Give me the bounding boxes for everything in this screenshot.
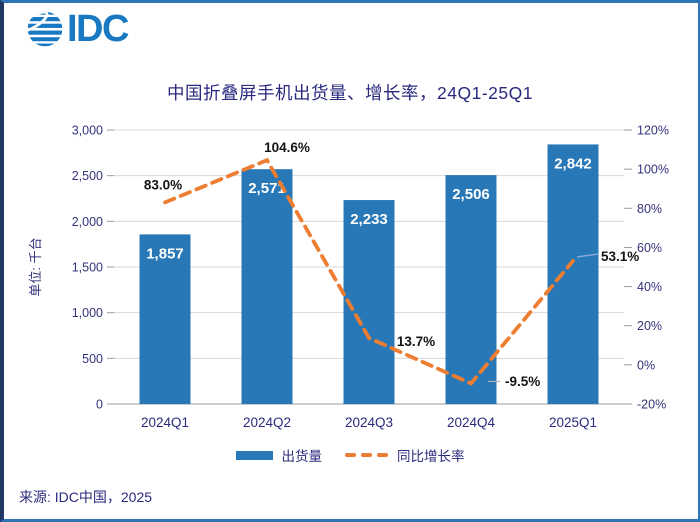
- right-axis-tick-label: 20%: [637, 319, 662, 333]
- chart-title: 中国折叠屏手机出货量、增长率，24Q1-25Q1: [167, 83, 533, 103]
- bar-value-label: 2,233: [350, 211, 388, 228]
- bar-2024Q4: [445, 175, 497, 404]
- growth-legend-label: 同比增长率: [397, 449, 465, 464]
- x-axis-label: 2024Q3: [345, 415, 393, 430]
- x-axis-label: 2025Q1: [549, 415, 597, 430]
- right-axis-tick-label: 100%: [637, 163, 669, 177]
- chart-legend: 出货量 同比增长率: [0, 445, 700, 465]
- growth-value-label: 83.0%: [144, 177, 182, 192]
- right-axis-tick-label: 0%: [637, 358, 655, 372]
- callout-leader-line: [576, 253, 600, 258]
- left-axis-tick-label: 2,500: [72, 169, 103, 183]
- growth-value-label: 53.1%: [601, 249, 639, 264]
- growth-rate-line: [163, 157, 575, 386]
- y-axis-title: 单位: 千台: [28, 237, 43, 296]
- left-axis-tick-label: 1,500: [72, 261, 103, 275]
- left-axis-tick-label: 2,000: [72, 215, 103, 229]
- idc-globe-icon: [27, 11, 63, 47]
- bar-2025Q1: [547, 144, 599, 404]
- left-axis-tick-label: 0: [96, 398, 103, 412]
- shipments-legend-label: 出货量: [281, 449, 323, 464]
- left-axis-tick-label: 3,000: [72, 124, 103, 138]
- idc-logo: IDC: [26, 8, 129, 50]
- right-axis-tick-label: 40%: [637, 280, 662, 294]
- x-axis-label: 2024Q1: [141, 415, 189, 430]
- growth-value-label: 104.6%: [264, 140, 310, 155]
- bar-2024Q3: [343, 200, 395, 404]
- bar-value-label: 2,842: [554, 155, 592, 172]
- source-note: 来源: IDC中国，2025: [19, 489, 153, 505]
- idc-logo-text: IDC: [67, 8, 129, 50]
- x-axis-label: 2024Q4: [447, 415, 496, 430]
- right-axis-tick-label: 60%: [637, 241, 662, 255]
- left-axis-tick-label: 500: [82, 352, 103, 366]
- growth-legend-swatch: [345, 452, 388, 458]
- growth-value-label: -9.5%: [505, 374, 540, 389]
- x-axis-label: 2024Q2: [243, 415, 291, 430]
- bar-value-label: 1,857: [146, 245, 184, 262]
- bar-value-label: 2,506: [452, 186, 490, 203]
- growth-value-label: 13.7%: [397, 334, 435, 349]
- left-axis-tick-label: 1,000: [72, 306, 103, 320]
- right-axis-tick-label: -20%: [637, 398, 666, 412]
- right-axis-tick-label: 120%: [637, 124, 669, 138]
- bar-2024Q2: [241, 169, 293, 404]
- bar-value-label: 2,571: [248, 180, 286, 197]
- bar-2024Q1: [139, 234, 191, 404]
- right-axis-tick-label: 80%: [637, 202, 662, 216]
- shipments-legend-swatch: [235, 450, 273, 460]
